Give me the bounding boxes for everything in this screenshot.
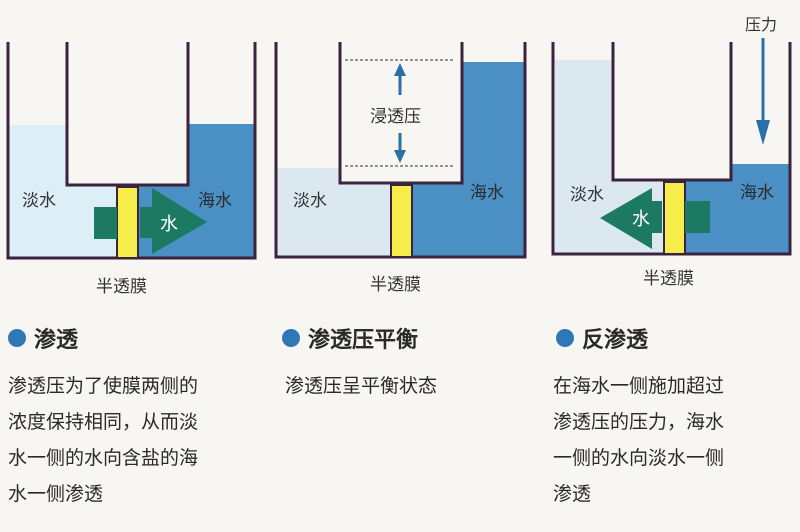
membrane-label: 半透膜 bbox=[96, 277, 147, 297]
section-heading-equilibrium: 渗透压平衡 bbox=[282, 322, 418, 354]
section-heading-reverse: 反渗透 bbox=[556, 322, 648, 354]
tube-interior bbox=[68, 40, 188, 185]
panel-osmosis: 水 淡水 海水 半透膜 bbox=[6, 40, 257, 297]
membrane-label: 半透膜 bbox=[370, 275, 421, 295]
section-body-reverse: 在海水一侧施加超过 渗透压的压力，海水 一侧的水向淡水一侧 渗透 bbox=[553, 368, 724, 512]
water-label: 水 bbox=[160, 214, 178, 235]
section-body-equilibrium: 渗透压呈平衡状态 bbox=[285, 368, 437, 404]
bullet-dot-icon bbox=[556, 329, 574, 347]
section-heading-osmosis: 渗透 bbox=[8, 322, 78, 354]
heading-text: 反渗透 bbox=[582, 328, 649, 353]
body-line: 渗透压的压力，海水 bbox=[553, 411, 725, 433]
arrow-left-icon bbox=[600, 188, 662, 249]
fresh-label: 淡水 bbox=[22, 191, 56, 211]
arrow-tail bbox=[94, 207, 117, 239]
pressure-label: 压力 bbox=[745, 15, 777, 34]
bullet-dot-icon bbox=[8, 329, 26, 347]
heading-text: 渗透压平衡 bbox=[308, 328, 419, 353]
body-line: 在海水一侧施加超过 bbox=[553, 375, 725, 397]
arrow-down-icon bbox=[394, 150, 406, 163]
fresh-label: 淡水 bbox=[570, 185, 604, 205]
body-line: 渗透压呈平衡状态 bbox=[285, 375, 438, 397]
arrow-up-icon bbox=[394, 63, 406, 76]
heading-text: 渗透 bbox=[34, 328, 79, 353]
diagram-svg: 水 淡水 海水 半透膜 浸透压 淡水 海水 半透膜 水 压力 淡水 海水 bbox=[6, 15, 792, 297]
arrow-right-icon bbox=[140, 188, 207, 254]
body-line: 渗透压为了使膜两侧的 bbox=[8, 375, 199, 397]
sea-label: 海水 bbox=[740, 183, 774, 203]
tube-interior bbox=[614, 40, 731, 180]
fresh-label: 淡水 bbox=[293, 191, 327, 211]
bullet-dot-icon bbox=[282, 329, 300, 347]
sea-label: 海水 bbox=[198, 191, 232, 211]
panel-reverse-osmosis: 水 压力 淡水 海水 半透膜 bbox=[551, 15, 792, 289]
pressure-arrow-icon bbox=[756, 120, 770, 145]
membrane bbox=[116, 186, 139, 259]
panel-equilibrium: 浸透压 淡水 海水 半透膜 bbox=[274, 40, 527, 295]
body-line: 一侧的水向淡水一侧 bbox=[553, 447, 725, 469]
section-body-osmosis: 渗透压为了使膜两侧的 浓度保持相同，从而淡 水一侧的水向含盐的海 水一侧渗透 bbox=[8, 368, 198, 512]
body-line: 水一侧渗透 bbox=[8, 483, 104, 505]
membrane-label: 半透膜 bbox=[643, 269, 694, 289]
arrow-tail bbox=[685, 201, 710, 233]
membrane bbox=[663, 181, 686, 255]
osmotic-pressure-label: 浸透压 bbox=[370, 107, 421, 127]
sea-label: 海水 bbox=[470, 183, 504, 203]
membrane bbox=[390, 184, 413, 258]
body-line: 渗透 bbox=[553, 483, 592, 505]
body-line: 水一侧的水向含盐的海 bbox=[8, 447, 199, 469]
body-line: 浓度保持相同，从而淡 bbox=[8, 411, 199, 433]
water-label: 水 bbox=[632, 209, 650, 230]
